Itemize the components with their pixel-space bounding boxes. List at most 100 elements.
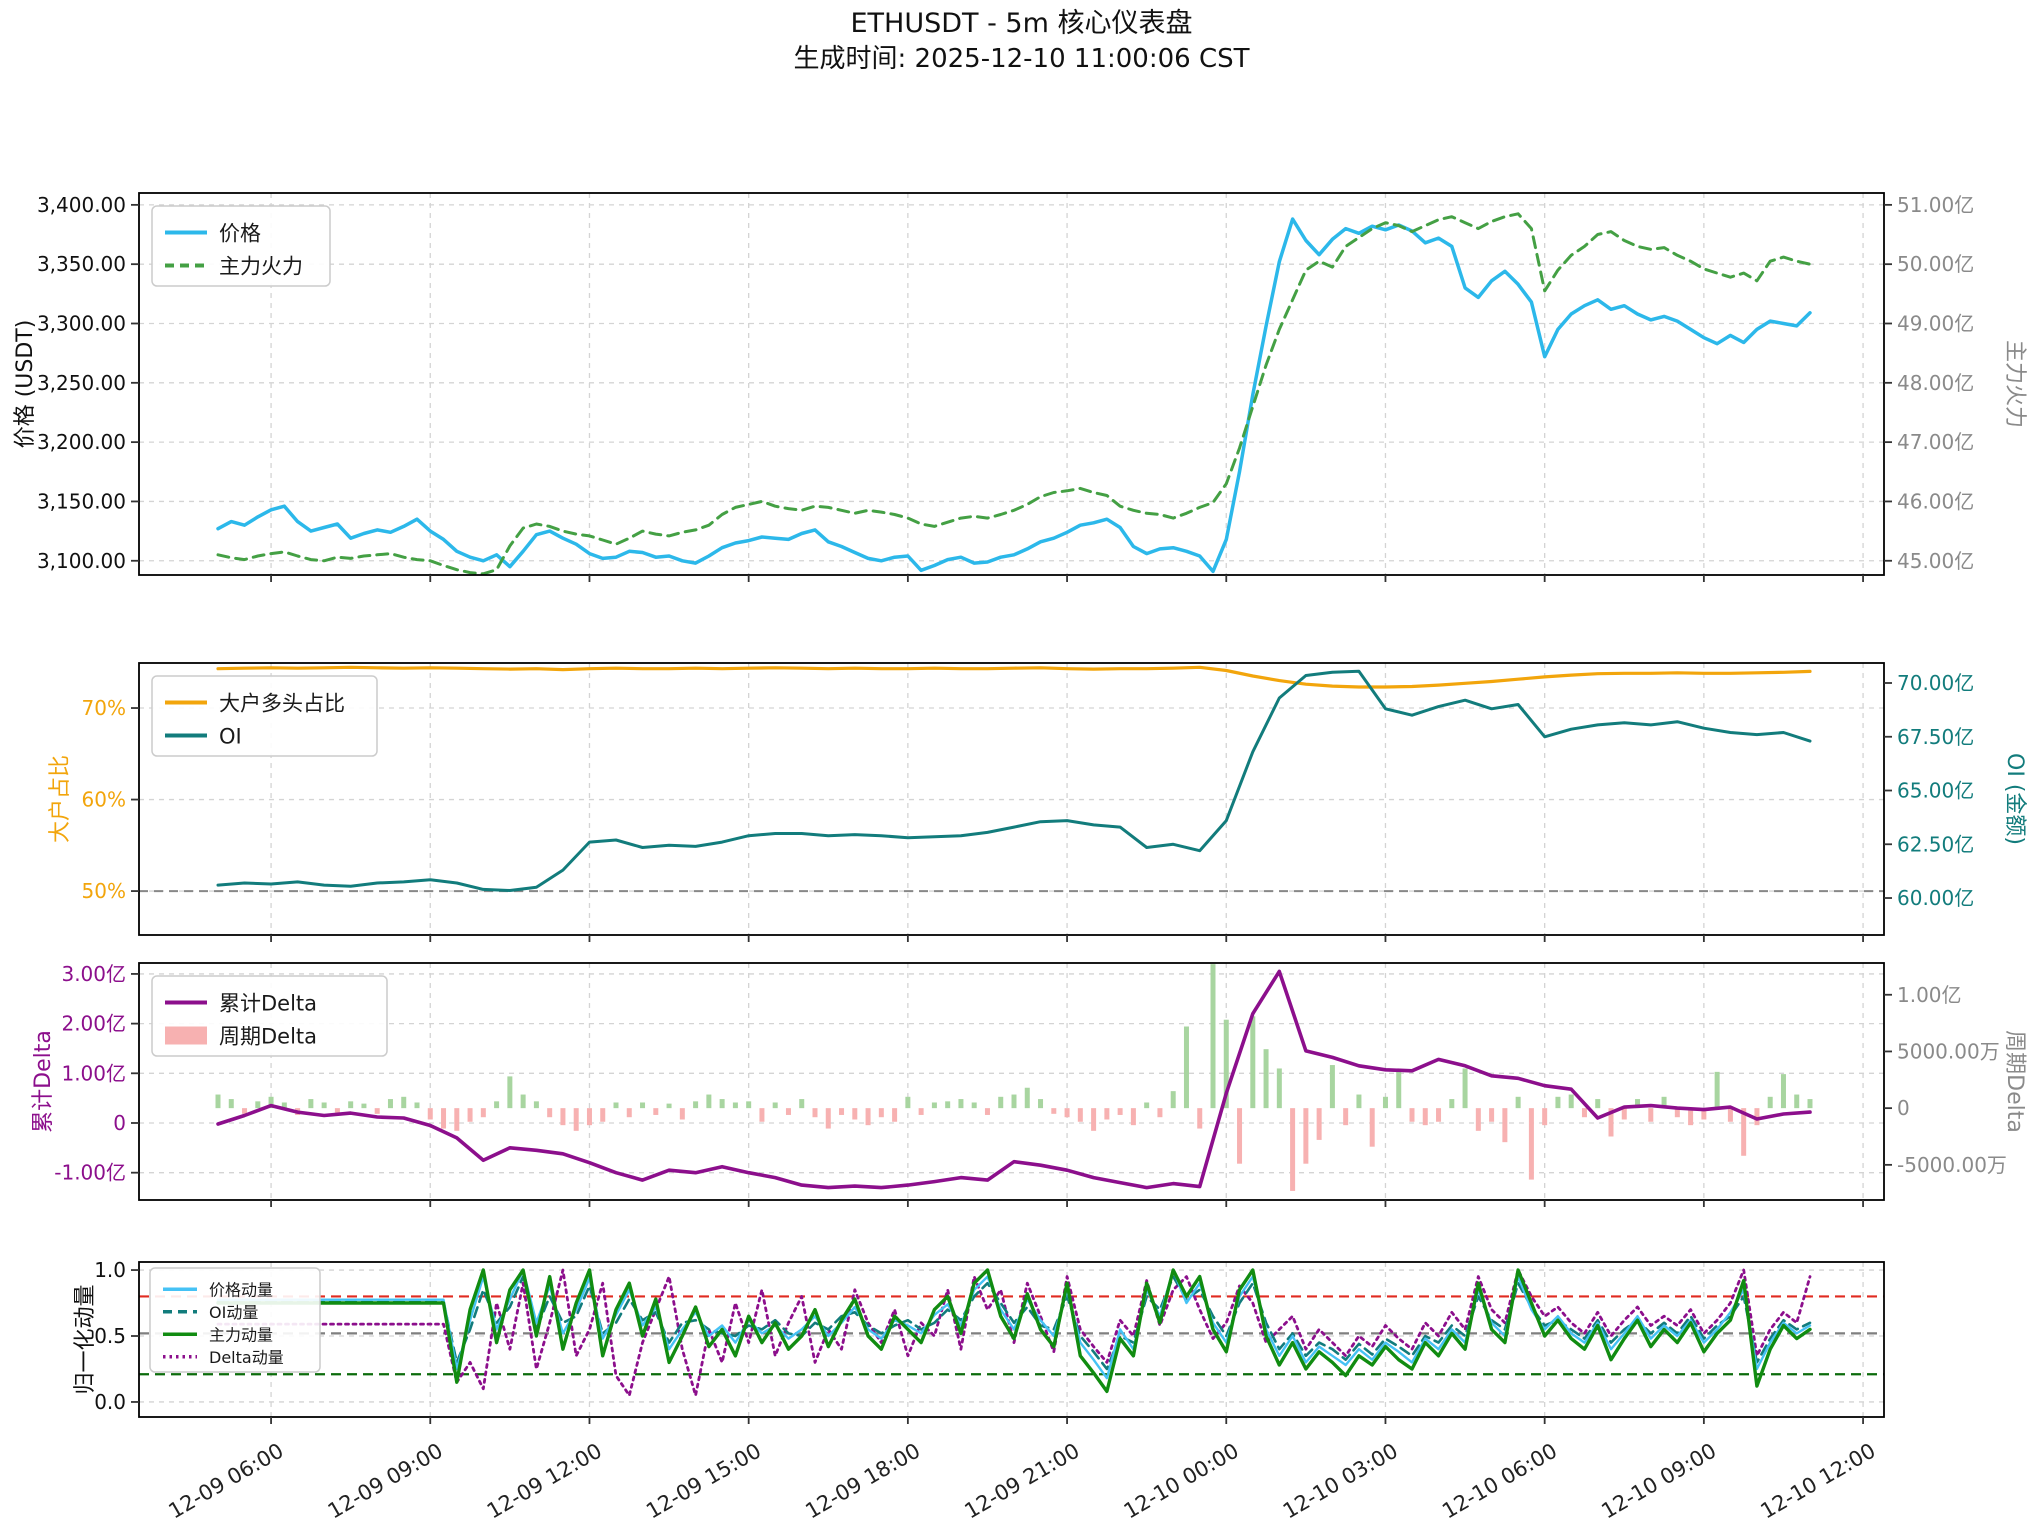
panel-frame <box>138 962 1885 1201</box>
delta-bar-negative <box>1316 1108 1322 1140</box>
delta-bar-negative <box>1197 1108 1203 1129</box>
left-axis-title: 大户占比 <box>48 755 73 843</box>
y-tick-label: 0 <box>113 1111 126 1135</box>
delta-bar-positive <box>1714 1071 1720 1109</box>
delta-bar-negative <box>839 1108 845 1115</box>
delta-bar-positive <box>361 1103 367 1109</box>
delta-bar-positive <box>1011 1094 1017 1109</box>
delta-bar-negative <box>1674 1108 1680 1118</box>
x-tick-label: 12-10 09:00 <box>1597 1439 1720 1521</box>
delta-bar-negative <box>759 1108 765 1122</box>
delta-bar-negative <box>1489 1108 1495 1122</box>
delta-bar-negative <box>852 1108 858 1120</box>
y-tick-label: 3,250.00 <box>37 371 126 395</box>
y-tick-label: 49.00亿 <box>1897 311 1974 335</box>
delta-bar-positive <box>520 1094 526 1109</box>
delta-bar-positive <box>799 1099 805 1109</box>
y-tick-label: 48.00亿 <box>1897 371 1974 395</box>
delta-bar-positive <box>348 1101 354 1109</box>
y-tick-label: 65.00亿 <box>1897 779 1974 803</box>
delta-bar-positive <box>1210 964 1216 1109</box>
delta-bar-positive <box>1024 1087 1030 1109</box>
delta-bar-negative <box>1369 1108 1375 1147</box>
series-OI动量 <box>216 1275 1812 1371</box>
right-axis-title: OI (金额) <box>2002 753 2027 845</box>
legend-label: 主力动量 <box>209 1325 273 1344</box>
delta-bar-positive <box>1794 1094 1800 1109</box>
delta-bar-positive <box>494 1101 500 1109</box>
delta-bar-negative <box>1727 1108 1733 1122</box>
delta-bar-positive <box>693 1101 699 1109</box>
delta-bar-positive <box>746 1101 752 1109</box>
x-tick-label: 12-10 12:00 <box>1757 1439 1880 1521</box>
y-tick-label: -1.00亿 <box>54 1161 126 1185</box>
delta-bar-negative <box>1528 1108 1534 1180</box>
y-tick-label: 3,100.00 <box>37 549 126 573</box>
delta-bar-negative <box>1303 1108 1309 1164</box>
legend-box <box>151 675 378 757</box>
legend-label: 周期Delta <box>219 1025 317 1049</box>
y-tick-label: 3,150.00 <box>37 489 126 513</box>
title-block: ETHUSDT - 5m 核心仪表盘 生成时间: 2025-12-10 11:0… <box>0 6 2043 76</box>
delta-bar-negative <box>679 1108 685 1120</box>
series-价格 <box>216 217 1812 574</box>
delta-bar-positive <box>533 1101 539 1109</box>
panel-frame <box>138 192 1885 576</box>
delta-bar-negative <box>918 1108 924 1115</box>
delta-bar-positive <box>1144 1102 1150 1109</box>
delta-bar-positive <box>1568 1094 1574 1109</box>
left-axis-title: 归一化动量 <box>73 1284 98 1394</box>
delta-bar-positive <box>931 1102 937 1109</box>
y-tick-label: 70% <box>82 696 126 720</box>
delta-bar-negative <box>560 1108 566 1126</box>
delta-bar-positive <box>1356 1094 1362 1109</box>
delta-bar-positive <box>281 1102 287 1109</box>
delta-bar-negative <box>547 1108 553 1118</box>
x-tick-label: 12-10 00:00 <box>1120 1439 1243 1521</box>
y-tick-label: 5000.00万 <box>1897 1039 2000 1063</box>
delta-panel-legend: 累计Delta 周期Delta <box>151 975 388 1057</box>
y-tick-label: 62.50亿 <box>1897 832 1974 856</box>
delta-bar-negative <box>1542 1108 1548 1126</box>
delta-bar-positive <box>1780 1074 1786 1109</box>
delta-bar-negative <box>1290 1108 1296 1191</box>
y-tick-label: 70.00亿 <box>1897 671 1974 695</box>
delta-bar-negative <box>586 1108 592 1126</box>
delta-bar-negative <box>1754 1108 1760 1126</box>
y-tick-label: 1.0 <box>94 1258 126 1282</box>
legend-label: 大户多头占比 <box>219 692 345 716</box>
y-tick-label: 60% <box>82 788 126 812</box>
y-tick-label: 50% <box>82 879 126 903</box>
delta-bar-positive <box>666 1103 672 1109</box>
delta-bar-negative <box>242 1108 248 1114</box>
page-title: ETHUSDT - 5m 核心仪表盘 <box>850 8 1193 39</box>
delta-bar-positive <box>1515 1096 1521 1109</box>
delta-bar-negative <box>467 1108 473 1122</box>
delta-bar-positive <box>1807 1099 1813 1109</box>
delta-bar-negative <box>427 1108 433 1120</box>
y-tick-label: 2.00亿 <box>61 1012 126 1036</box>
delta-bar-negative <box>812 1108 818 1118</box>
delta-bar-negative <box>653 1108 659 1115</box>
delta-bar-negative <box>1741 1108 1747 1156</box>
delta-bar-positive <box>1767 1096 1773 1109</box>
delta-bar-positive <box>772 1102 778 1109</box>
delta-bar-negative <box>1077 1108 1083 1122</box>
delta-bar-positive <box>321 1102 327 1109</box>
series-大户多头占比 <box>216 665 1812 689</box>
series-OI <box>216 669 1812 892</box>
delta-bar-negative <box>1436 1108 1442 1122</box>
delta-bar-positive <box>945 1101 951 1109</box>
y-tick-label: 0.5 <box>94 1324 126 1348</box>
delta-bar-positive <box>706 1094 712 1109</box>
delta-bar-negative <box>1051 1108 1057 1114</box>
delta-bar-positive <box>387 1099 393 1109</box>
delta-bar-negative <box>626 1108 632 1118</box>
delta-bar-positive <box>1635 1099 1641 1109</box>
delta-bar-negative <box>878 1108 884 1118</box>
delta-bar-positive <box>414 1102 420 1109</box>
y-tick-label: 3,200.00 <box>37 430 126 454</box>
delta-bar-positive <box>1595 1099 1601 1109</box>
